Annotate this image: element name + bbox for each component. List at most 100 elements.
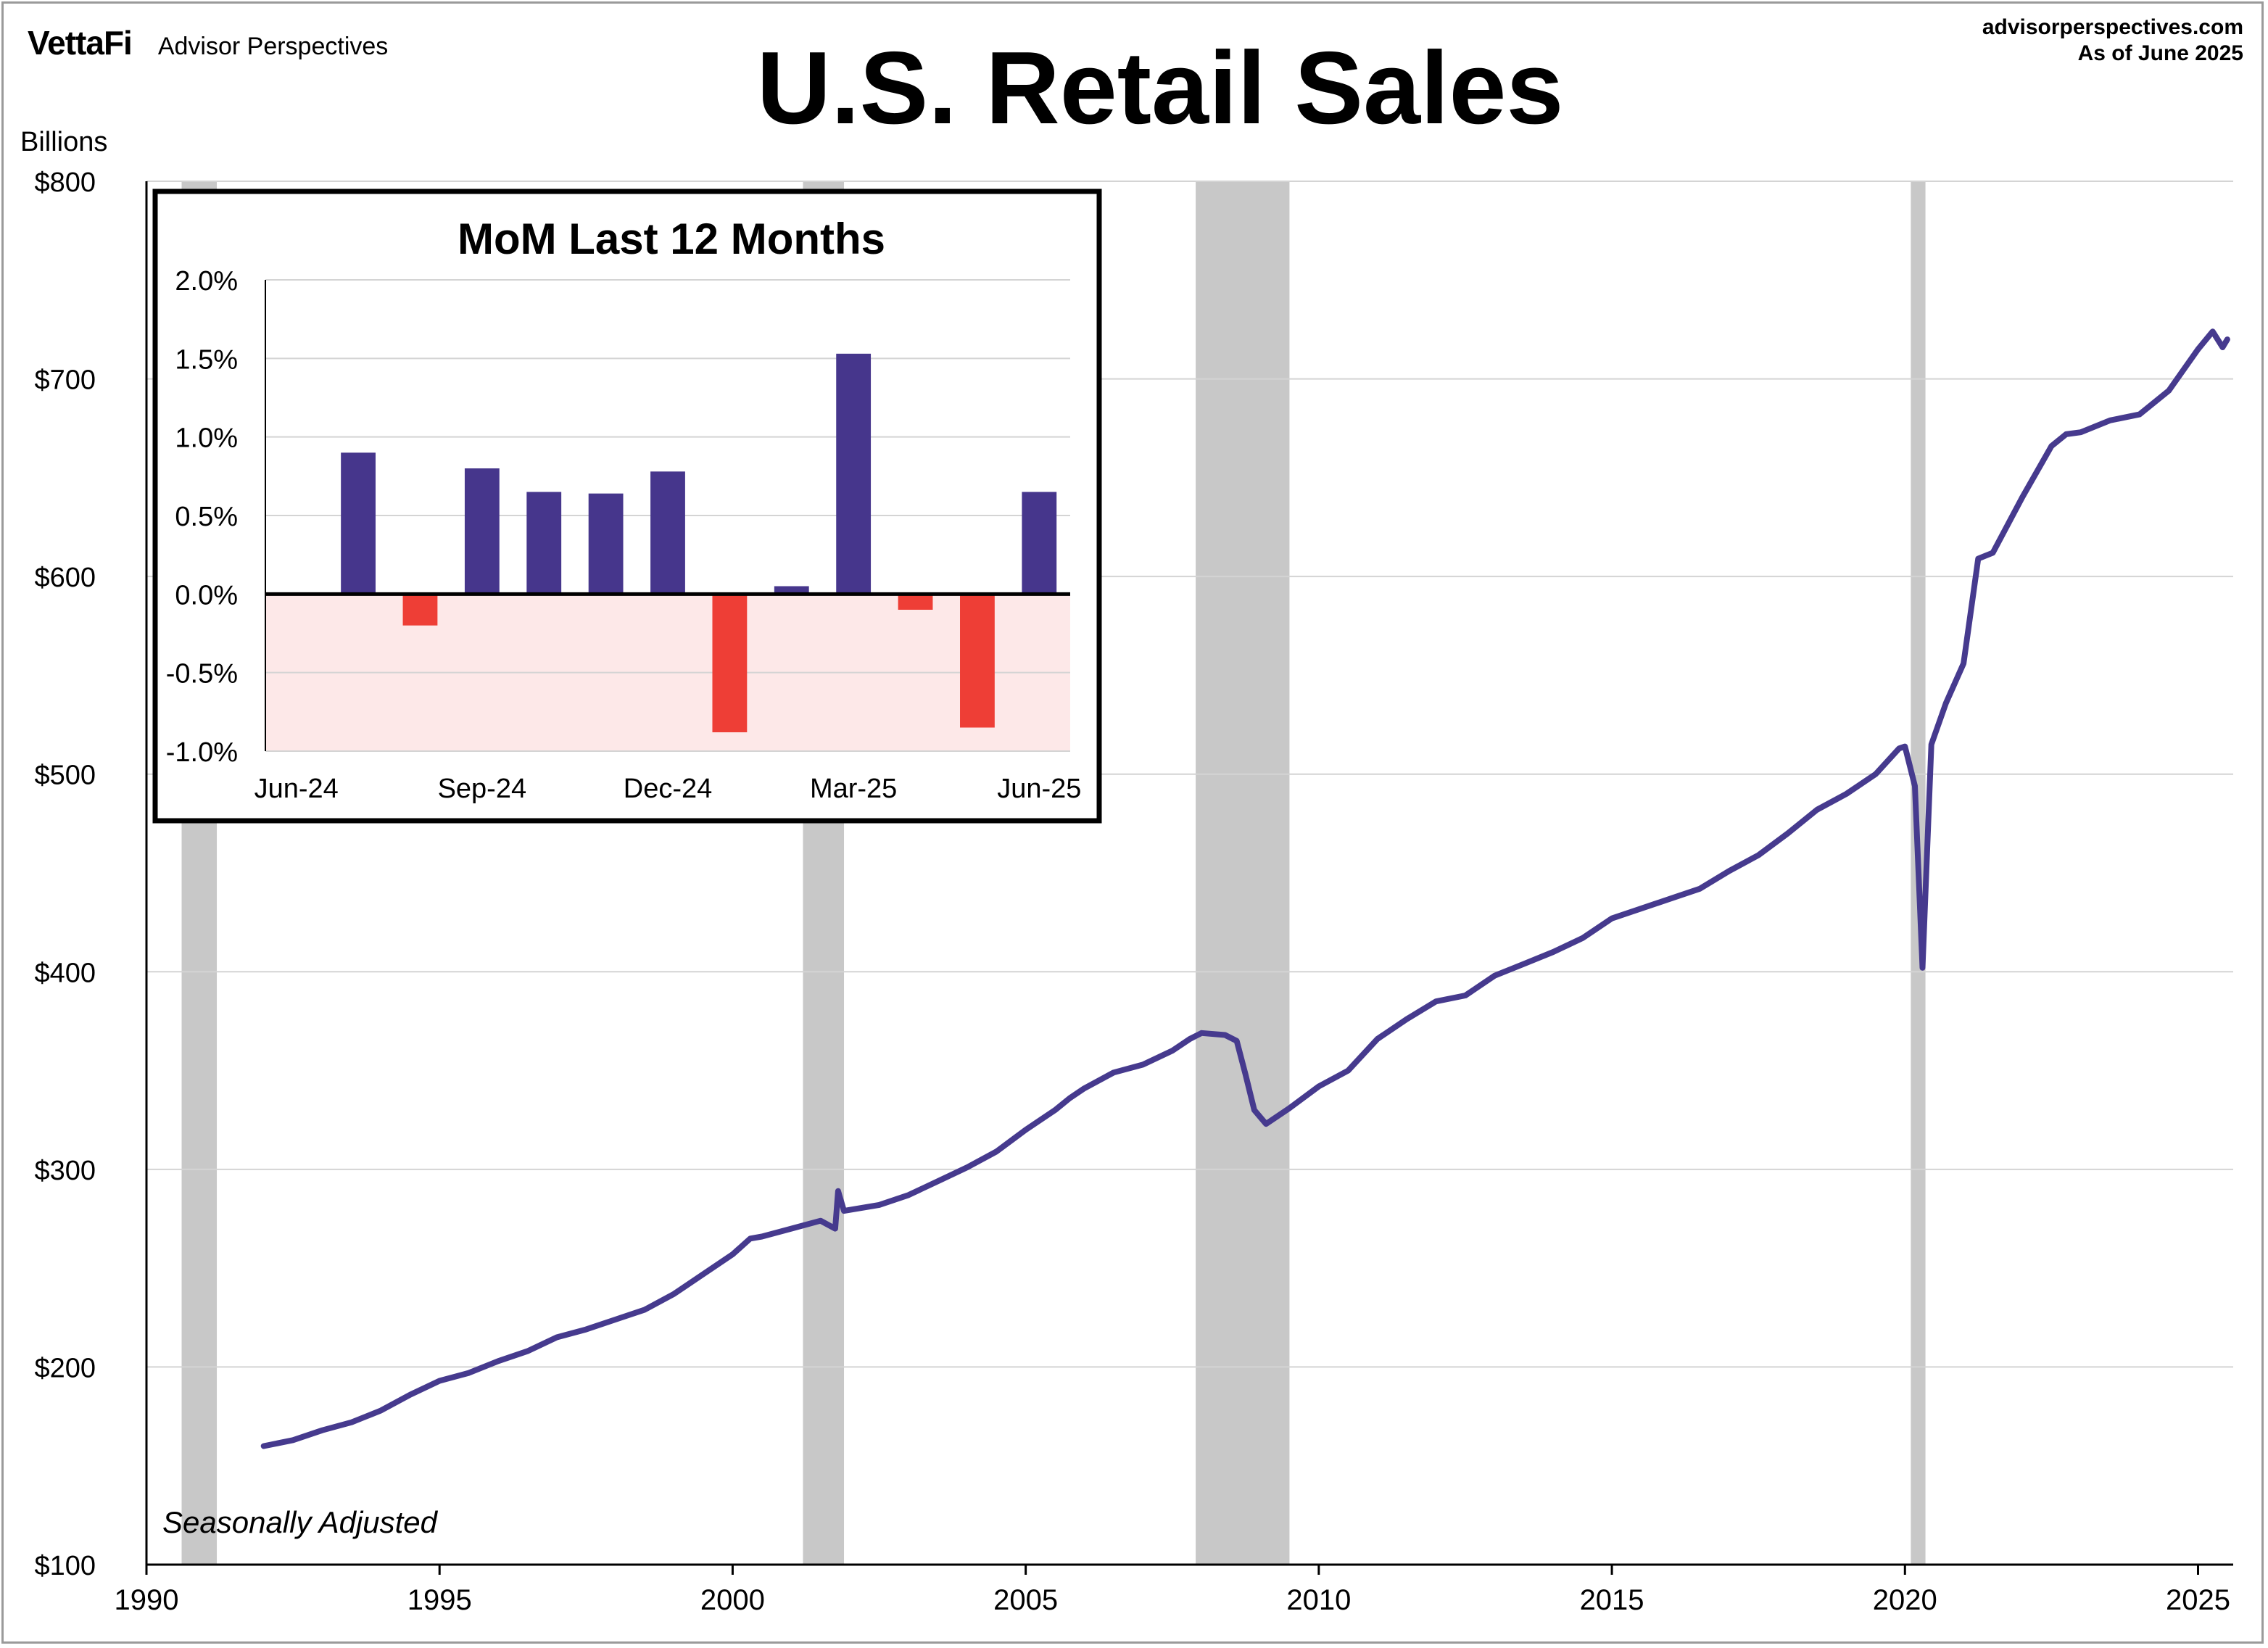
mom-bar [712,594,748,732]
inset-x-tick-label: Jun-24 [254,774,339,804]
data-point [1493,974,1497,977]
data-point [1786,832,1789,835]
mom-bar [836,353,872,595]
data-point [1068,1096,1072,1100]
data-point [672,1292,676,1296]
data-point [1903,745,1907,748]
x-tick-label: 2005 [993,1584,1058,1616]
data-point [379,1409,383,1412]
data-point [2020,496,2024,500]
data-point [1991,551,1995,555]
data-point [1668,897,1672,900]
mom-bar [588,493,624,595]
data-point [1083,1087,1086,1090]
inset-x-tick-label: Mar-25 [810,774,897,804]
inset-y-tick-label: 2.0% [175,266,238,297]
data-point [584,1328,588,1331]
mom-bar [464,468,500,595]
inset-y-tick-label: 1.5% [175,344,238,375]
data-point [1054,1109,1057,1112]
data-point [1024,1128,1027,1132]
data-point [748,1237,752,1241]
data-point [2196,347,2200,351]
mom-bar [1022,492,1057,595]
data-point [1317,1085,1320,1088]
data-point [1252,1109,1256,1112]
x-tick-label: 2000 [700,1584,765,1616]
data-point [2137,413,2141,416]
data-point [1874,772,1877,776]
data-point [555,1336,558,1339]
data-point [262,1444,265,1448]
data-point [731,1253,734,1256]
data-point [1223,1033,1227,1037]
data-point [1977,557,1980,560]
data-point [526,1349,529,1353]
x-tick-label: 2025 [2166,1584,2230,1616]
data-point [1188,1037,1191,1040]
data-point [1610,916,1614,920]
x-tick-label: 2020 [1873,1584,1937,1616]
data-point [1243,1073,1247,1077]
y-tick-label: $100 [34,1551,96,1581]
mom-bar [526,492,562,595]
y-tick-label: $300 [34,1156,96,1186]
x-tick-label: 2015 [1580,1584,1644,1616]
data-point [1200,1031,1204,1035]
x-tick-label: 1995 [407,1584,472,1616]
inset-y-tick-label: 1.0% [175,423,238,454]
data-point [1235,1039,1238,1043]
data-point [2064,432,2068,436]
data-point [1288,1106,1291,1110]
mom-bar [774,586,809,595]
data-point [1170,1049,1174,1053]
retail-sales-line [260,328,2230,1449]
data-point [1522,962,1526,966]
as-of-date: As of June 2025 [2077,41,2243,65]
data-point [790,1227,793,1230]
data-point [833,1227,837,1230]
data-point [995,1150,998,1154]
data-point [1757,853,1760,857]
data-point [2167,389,2171,392]
data-point [843,1209,846,1213]
data-point [906,1193,910,1197]
brand: VettaFi Advisor Perspectives [28,23,388,62]
data-point [1929,742,1933,746]
inset-x-tick-label: Dec-24 [624,774,713,804]
data-point [1816,808,1819,811]
data-point [1405,1017,1409,1021]
x-tick-label: 2010 [1286,1584,1351,1616]
data-point [836,1189,840,1193]
mom-bar [341,452,376,595]
data-point [1698,887,1702,890]
y-tick-label: $600 [34,563,96,593]
y-tick-label: $700 [34,365,96,396]
y-tick-label: $800 [34,167,96,198]
x-tick-label: 1990 [115,1584,179,1616]
data-point [760,1235,763,1238]
inset-y-tick-label: -0.5% [166,659,238,690]
data-point [1639,907,1643,911]
data-point [2211,330,2214,334]
data-point [1463,993,1467,997]
data-point [1944,701,1948,705]
data-point [702,1272,705,1276]
data-point [1375,1037,1379,1040]
data-point [1434,1000,1438,1003]
data-point [2225,338,2229,341]
data-point [2108,418,2112,422]
y-tick-label: $500 [34,761,96,791]
data-point [1552,951,1555,954]
data-point [1845,792,1848,795]
data-point [2050,444,2053,448]
data-point [936,1180,940,1183]
brand-name: Advisor Perspectives [157,33,389,60]
inset-x-tick-label: Jun-25 [997,774,1081,804]
data-point [1141,1063,1145,1067]
data-point [1265,1122,1268,1126]
inset-x-tick-label: Sep-24 [438,774,527,804]
data-point [1962,662,1966,666]
